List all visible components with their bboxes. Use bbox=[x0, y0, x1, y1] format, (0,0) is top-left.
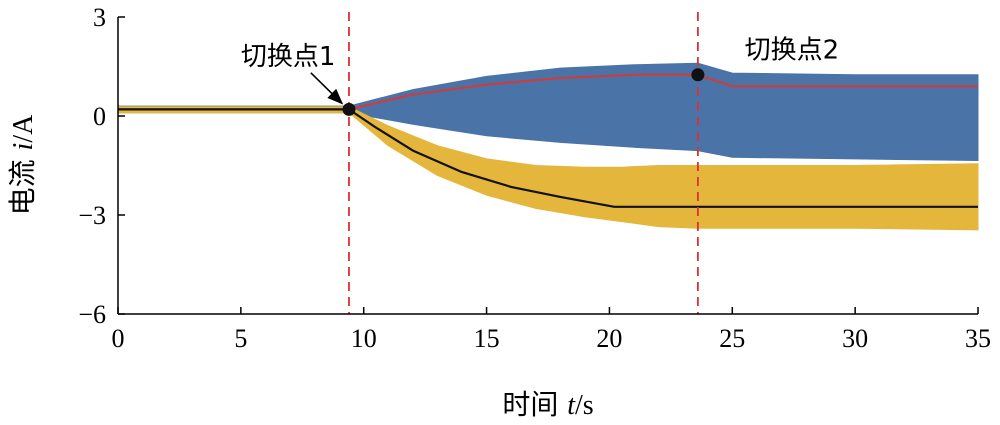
band-yellow_band bbox=[117, 106, 979, 231]
x-tick-label: 35 bbox=[965, 324, 991, 353]
line-black_line bbox=[118, 108, 978, 208]
x-axis-title: 时间 t/s bbox=[502, 388, 593, 421]
switch-point-arrow bbox=[310, 72, 344, 105]
y-axis-title-prefix: 电流 bbox=[6, 150, 39, 215]
y-tick-label: 0 bbox=[93, 102, 106, 131]
x-tick-label: 5 bbox=[234, 324, 247, 353]
switch-point-marker-1 bbox=[342, 102, 356, 116]
y-tick-label: −3 bbox=[78, 201, 106, 230]
x-axis-title-var: t bbox=[567, 390, 576, 421]
switch-point-label-1: 切换点1 bbox=[241, 42, 336, 72]
x-axis-title-unit: /s bbox=[575, 390, 594, 421]
switch-point-label-2: 切换点2 bbox=[745, 35, 840, 65]
x-tick-label: 0 bbox=[112, 324, 125, 353]
switch-lines bbox=[348, 12, 699, 314]
switch-point-markers bbox=[342, 68, 705, 116]
x-axis-title-prefix: 时间 bbox=[502, 388, 567, 421]
x-tick-label: 25 bbox=[719, 324, 745, 353]
switch-point-marker-2 bbox=[691, 68, 705, 82]
signal-lines bbox=[118, 73, 978, 208]
x-tick-label: 20 bbox=[596, 324, 622, 353]
x-tick-label: 30 bbox=[842, 324, 868, 353]
tick-labels: 0 5 10 15 20 25 30 35 −6 −3 0 3 bbox=[78, 3, 991, 353]
y-axis-title: 电流 i/A bbox=[6, 114, 39, 215]
x-tick-label: 15 bbox=[474, 324, 500, 353]
y-tick-label: −6 bbox=[78, 300, 106, 329]
signal-bands bbox=[117, 62, 979, 231]
y-tick-label: 3 bbox=[93, 3, 106, 32]
x-tick-label: 10 bbox=[351, 324, 377, 353]
axes bbox=[117, 17, 978, 315]
band-blue_band bbox=[117, 62, 979, 162]
y-axis-title-unit: /A bbox=[8, 114, 39, 143]
annotations: 切换点1 切换点2 bbox=[241, 35, 840, 105]
line-red_line bbox=[118, 73, 978, 111]
y-axis-title-var: i bbox=[8, 143, 39, 151]
